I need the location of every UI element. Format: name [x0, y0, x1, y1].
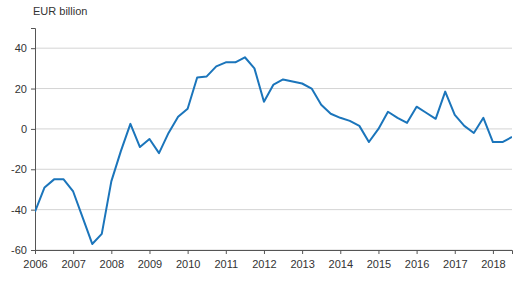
- y-tick-mark: [31, 129, 35, 130]
- x-tick-label: 2017: [443, 258, 467, 270]
- x-tick-label: 2009: [138, 258, 162, 270]
- grid: [35, 48, 512, 250]
- x-tick: 2011: [214, 250, 238, 270]
- grid-line: [35, 169, 512, 170]
- grid-line: [35, 88, 512, 89]
- y-tick: 20: [15, 83, 35, 95]
- x-tick: 2009: [138, 250, 162, 270]
- x-tick-mark: [302, 250, 303, 254]
- x-tick: 2013: [290, 250, 314, 270]
- x-axis: 2006 2007 2008 2009 2010 2011 2012 2013 2014 2015…: [23, 250, 512, 270]
- x-tick-mark: [378, 250, 379, 254]
- data-line: [35, 57, 512, 244]
- x-tick-mark: [340, 250, 341, 254]
- x-tick: 2017: [443, 250, 467, 270]
- x-tick-label: 2010: [176, 258, 200, 270]
- x-tick-label: 2014: [329, 258, 353, 270]
- y-tick-label: 20: [15, 83, 27, 95]
- x-tick-label: 2011: [214, 258, 238, 270]
- x-tick: 2015: [367, 250, 391, 270]
- y-tick: -20: [11, 163, 35, 175]
- y-tick: -40: [11, 204, 35, 216]
- x-tick: 2006: [23, 250, 47, 270]
- chart: -60-40-200204020062007200820092010201120…: [0, 0, 529, 302]
- y-tick-mark: [31, 89, 35, 90]
- x-tick-label: 2016: [405, 258, 429, 270]
- x-tick-label: 2006: [23, 258, 47, 270]
- x-tick-mark: [111, 250, 112, 254]
- y-tick-mark: [31, 250, 35, 251]
- y-tick: -60: [11, 244, 35, 256]
- y-axis-title: EUR billion: [33, 5, 87, 17]
- grid-line: [35, 48, 512, 49]
- y-axis-line: [31, 29, 36, 251]
- x-tick-label: 2015: [367, 258, 391, 270]
- y-tick-label: -60: [11, 244, 27, 256]
- x-tick-mark: [417, 250, 418, 254]
- y-tick: 40: [15, 42, 35, 54]
- y-tick-mark: [31, 169, 35, 170]
- x-tick-mark: [73, 250, 74, 254]
- x-tick: 2010: [176, 250, 200, 270]
- x-tick-label: 2013: [290, 258, 314, 270]
- x-tick: 2018: [481, 250, 505, 270]
- x-axis-line: [36, 251, 513, 255]
- x-tick-label: 2007: [61, 258, 85, 270]
- x-tick: 2007: [61, 250, 85, 270]
- x-tick-mark: [149, 250, 150, 254]
- x-tick-label: 2018: [481, 258, 505, 270]
- plot: -60-40-200204020062007200820092010201120…: [11, 29, 512, 270]
- series: [35, 57, 512, 244]
- x-tick-mark: [35, 250, 36, 254]
- y-tick-label: 0: [21, 123, 27, 135]
- x-tick-label: 2012: [252, 258, 276, 270]
- x-tick-mark: [264, 250, 265, 254]
- y-tick: 0: [21, 123, 35, 135]
- grid-line: [35, 128, 512, 129]
- x-tick: 2016: [405, 250, 429, 270]
- y-tick-mark: [31, 48, 35, 49]
- x-tick-mark: [455, 250, 456, 254]
- x-tick-mark: [226, 250, 227, 254]
- y-axis: -60 -40 -20 0 20 40: [11, 29, 35, 257]
- x-tick: 2012: [252, 250, 276, 270]
- y-tick-label: -40: [11, 204, 27, 216]
- x-tick-label: 2008: [100, 258, 124, 270]
- x-tick-mark: [188, 250, 189, 254]
- y-tick-mark: [31, 210, 35, 211]
- x-tick-mark: [493, 250, 494, 254]
- y-tick-label: 40: [15, 42, 27, 54]
- x-tick: 2014: [329, 250, 353, 270]
- y-tick-label: -20: [11, 163, 27, 175]
- x-tick: 2008: [100, 250, 124, 270]
